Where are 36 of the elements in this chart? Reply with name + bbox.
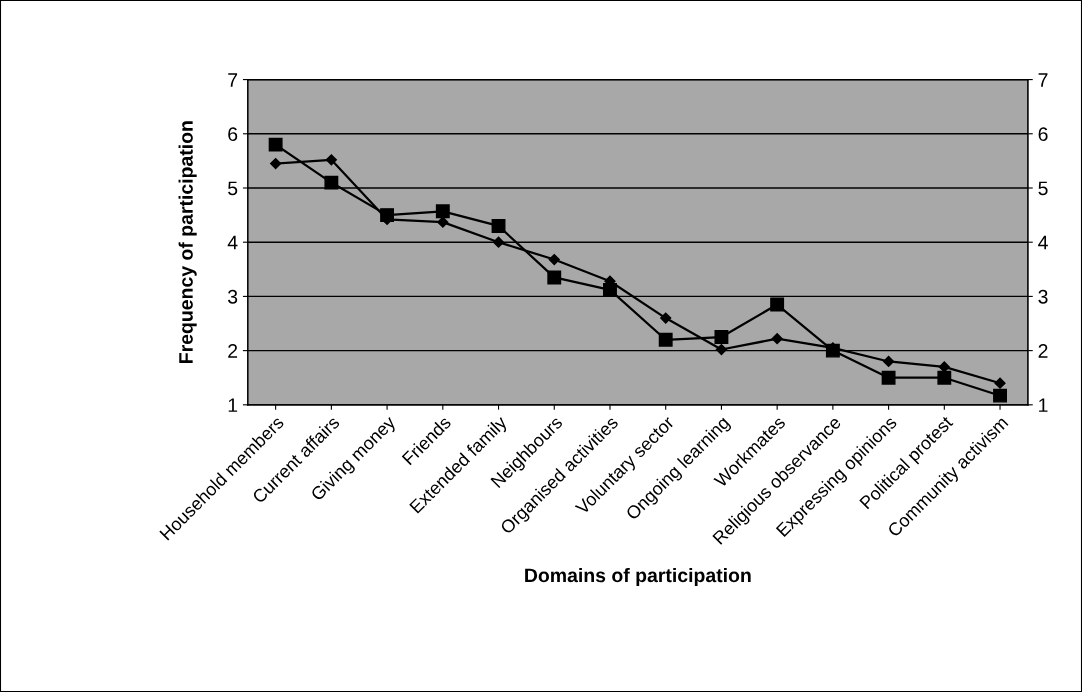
point (324, 175, 339, 190)
y2-tick-label: 5 (1038, 181, 1048, 196)
y2-tick-label: 3 (1038, 289, 1048, 304)
point (882, 355, 895, 368)
point (770, 297, 785, 312)
point (771, 333, 783, 345)
point (937, 370, 952, 385)
y-axis-title: Frequency of participation (178, 121, 197, 363)
point (715, 343, 728, 356)
y2-tick-label: 2 (1038, 344, 1048, 358)
point (547, 270, 562, 285)
x-axis-title: Domains of participation (525, 567, 751, 587)
y-tick-label: 1 (228, 398, 238, 412)
point (658, 332, 673, 347)
y-tick-label: 5 (228, 181, 238, 196)
point (993, 388, 1007, 403)
y2-tick-label: 1 (1039, 398, 1048, 412)
y-tick-label: 7 (228, 73, 238, 87)
point (548, 253, 560, 266)
point (660, 312, 672, 324)
point (994, 377, 1006, 389)
y-tick-label: 6 (228, 127, 238, 142)
point (881, 370, 896, 385)
y2-tick-label: 7 (1038, 73, 1048, 87)
point (714, 330, 729, 345)
point (270, 157, 282, 170)
y-tick-label: 4 (227, 235, 238, 250)
point (492, 236, 505, 248)
y-tick-label: 2 (228, 344, 238, 358)
y2-tick-label: 6 (1038, 127, 1048, 142)
point (491, 218, 506, 233)
point (435, 204, 450, 219)
y2-tick-label: 4 (1038, 235, 1048, 250)
y-tick-label: 3 (227, 289, 238, 304)
point (268, 137, 283, 152)
point (325, 154, 337, 166)
